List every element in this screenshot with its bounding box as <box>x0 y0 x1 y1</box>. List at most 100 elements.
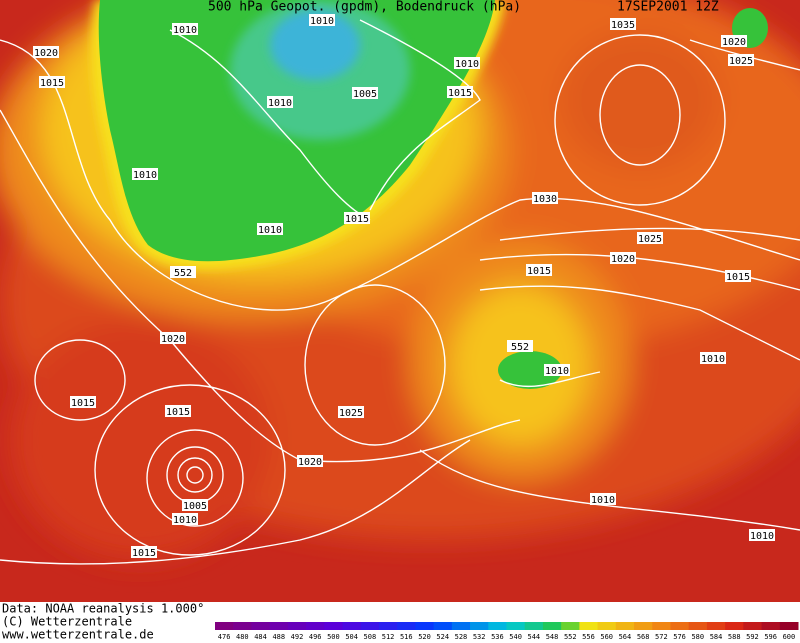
isobar-label: 1015 <box>166 407 190 418</box>
colorbar-label: 596 <box>764 633 777 641</box>
colorbar-swatch <box>652 622 671 630</box>
isobar-label: 1020 <box>34 48 58 59</box>
isobar-label: 1010 <box>455 59 479 70</box>
isobar-label: 1010 <box>268 98 292 109</box>
isobar-label: 1010 <box>310 16 334 27</box>
isobar-label: 1035 <box>611 20 635 31</box>
colorbar-swatch <box>433 622 453 630</box>
colorbar-label: 572 <box>655 633 668 641</box>
isobar-label: 1020 <box>611 254 635 265</box>
colorbar-label: 532 <box>473 633 486 641</box>
colorbar-swatch <box>397 622 416 630</box>
label-box <box>267 96 293 108</box>
colorbar-swatch <box>488 622 507 630</box>
label-box <box>132 168 158 180</box>
label-box <box>532 192 558 204</box>
isobar-label: 1015 <box>345 214 369 225</box>
label-box <box>728 54 754 66</box>
colorbar-label: 524 <box>436 633 449 641</box>
colorbar-swatch <box>779 622 799 630</box>
label-box <box>637 232 663 244</box>
alps-low <box>498 351 562 389</box>
colorbar-swatch <box>324 622 344 630</box>
isobar-label: 1010 <box>591 495 615 506</box>
isobar-label: 1015 <box>132 548 156 559</box>
colorbar-swatch <box>524 622 544 630</box>
label-box <box>172 23 198 35</box>
label-box <box>338 406 364 418</box>
colorbar-label: 548 <box>546 633 559 641</box>
title: 500 hPa Geopot. (gpdm), Bodendruck (hPa) <box>208 0 521 15</box>
isobar-label: 1015 <box>40 78 64 89</box>
label-box <box>507 340 533 352</box>
isobar-label: 1010 <box>258 225 282 236</box>
isobar-label: 1005 <box>353 89 377 100</box>
colorbar-swatch <box>506 622 526 630</box>
label-box <box>590 493 616 505</box>
low-core-inner <box>270 10 360 80</box>
isobar-label: 1005 <box>183 501 207 512</box>
colorbar-swatch <box>706 622 726 630</box>
colorbar-swatch <box>251 622 271 630</box>
colorbar-label: 504 <box>345 633 358 641</box>
colorbar-label: 492 <box>291 633 304 641</box>
label-box <box>526 264 552 276</box>
label-box <box>131 546 157 558</box>
label-box <box>70 396 96 408</box>
label-box <box>447 86 473 98</box>
label-box <box>33 46 59 58</box>
copyright: (C) Wetterzentrale <box>2 615 132 629</box>
colorbar-swatch <box>634 622 653 630</box>
colorbar-label: 564 <box>619 633 632 641</box>
colorbar-swatch <box>761 622 781 630</box>
colorbar-swatch <box>615 622 635 630</box>
colorbar-label: 528 <box>455 633 468 641</box>
isobar-label: 1020 <box>722 37 746 48</box>
label-box <box>165 405 191 417</box>
colorbar-label: 496 <box>309 633 322 641</box>
label-box <box>721 35 747 47</box>
label-box <box>39 76 65 88</box>
label-box <box>749 529 775 541</box>
colorbar-swatch <box>233 622 252 630</box>
colorbar-label: 512 <box>382 633 395 641</box>
colorbar-swatch <box>542 622 562 630</box>
colorbar-label: 556 <box>582 633 595 641</box>
colorbar-label: 536 <box>491 633 504 641</box>
colorbar-label: 576 <box>673 633 686 641</box>
colorbar-label: 568 <box>637 633 650 641</box>
colorbar-swatch <box>743 622 763 630</box>
label-box <box>344 212 370 224</box>
isobar-label: 1030 <box>533 194 557 205</box>
isobar-label: 1015 <box>527 266 551 277</box>
colorbar-swatch <box>378 622 398 630</box>
isobar-label: 1010 <box>701 354 725 365</box>
colorbar-label: 480 <box>236 633 249 641</box>
colorbar-swatch <box>670 622 690 630</box>
colorbar-label: 560 <box>600 633 613 641</box>
colorbar-label: 508 <box>364 633 377 641</box>
colorbar-swatch <box>451 622 471 630</box>
colorbar-swatch <box>215 622 234 630</box>
label-box <box>170 266 196 278</box>
label-box <box>725 270 751 282</box>
label-box <box>257 223 283 235</box>
colorbar-label: 540 <box>509 633 522 641</box>
colorbar-label: 588 <box>728 633 741 641</box>
label-box <box>610 252 636 264</box>
map <box>0 0 800 602</box>
colorbar-swatch <box>579 622 599 630</box>
colorbar-label: 552 <box>564 633 577 641</box>
colorbar-swatch <box>360 622 380 630</box>
label-box <box>182 499 208 511</box>
colorbar: 476 480 484 488 492 496 500 504 508 512 516 520 524 5… <box>215 622 799 641</box>
colorbar-swatch <box>269 622 289 630</box>
isobar-label: 1010 <box>750 531 774 542</box>
source: Data: NOAA reanalysis 1.000° <box>2 602 204 616</box>
colorbar-swatch <box>287 622 307 630</box>
colorbar-label: 516 <box>400 633 413 641</box>
label-box <box>160 332 186 344</box>
colorbar-swatch <box>561 622 580 630</box>
label-box <box>352 87 378 99</box>
